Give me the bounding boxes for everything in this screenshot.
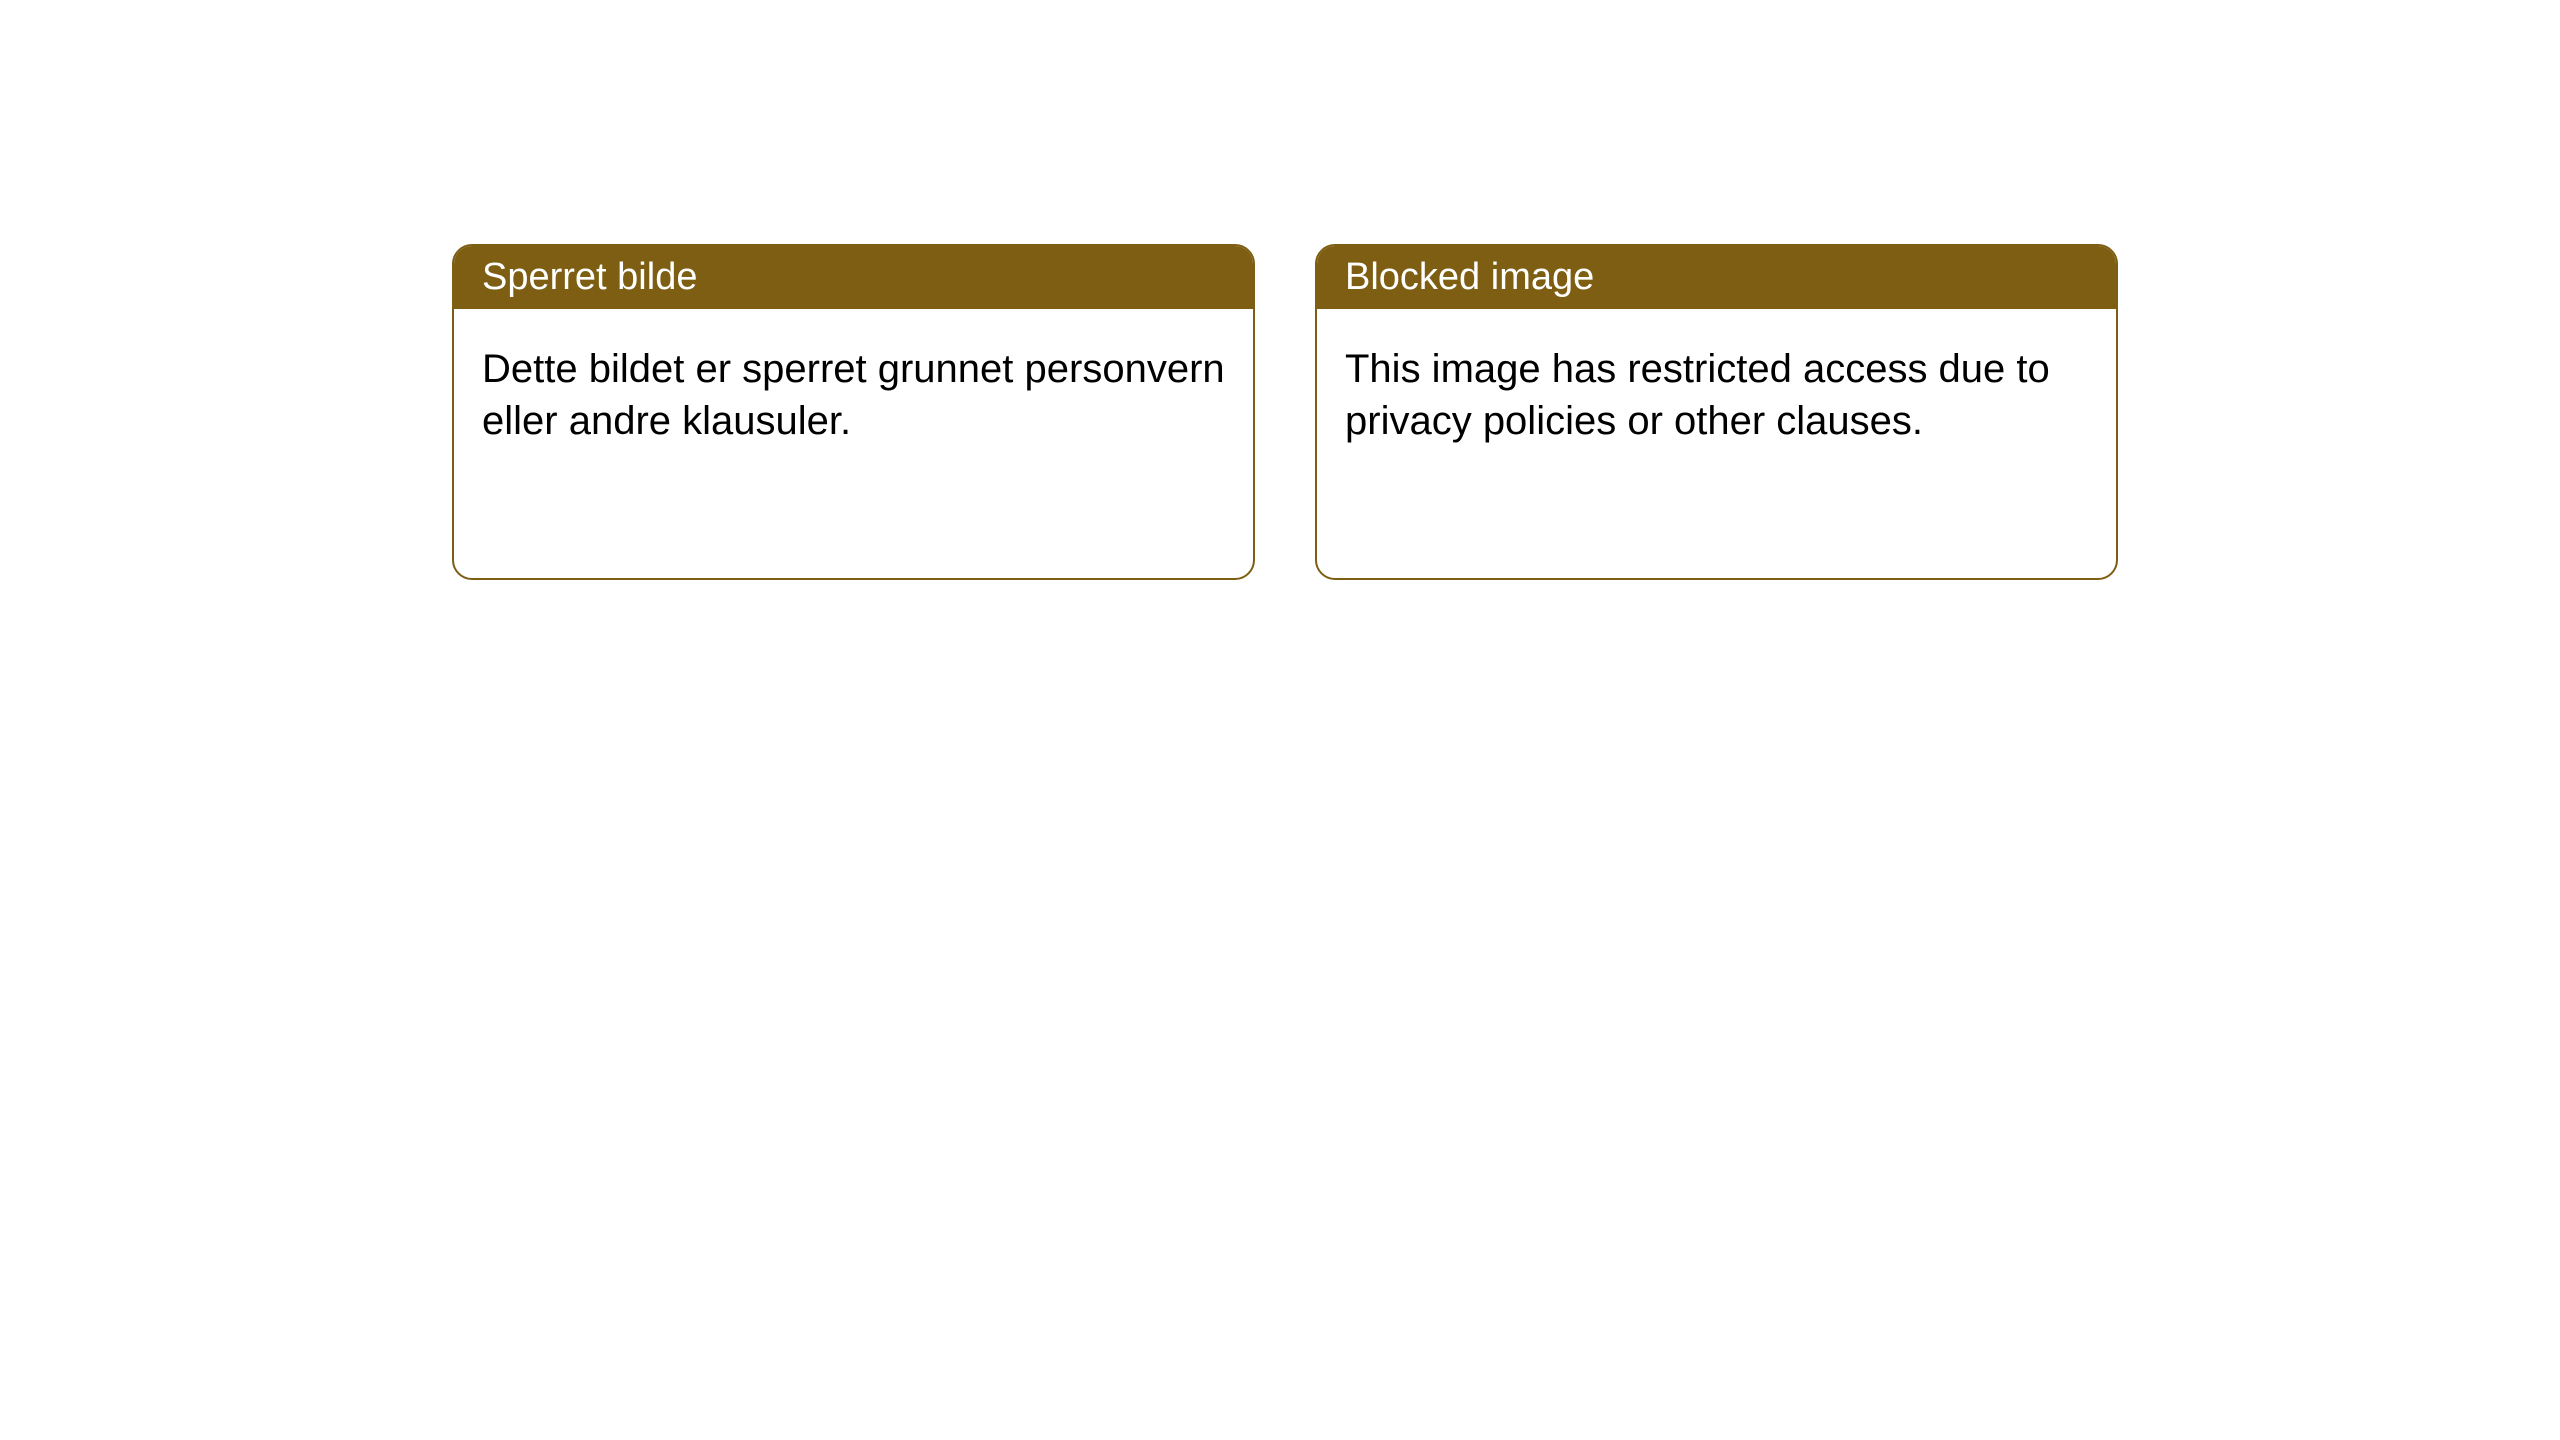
panel-body-english: This image has restricted access due to … xyxy=(1317,309,2116,481)
panel-header-norwegian: Sperret bilde xyxy=(454,246,1253,309)
panel-title-norwegian: Sperret bilde xyxy=(482,256,697,298)
panel-message-english: This image has restricted access due to … xyxy=(1345,347,2050,443)
panel-title-english: Blocked image xyxy=(1345,256,1594,298)
notice-container: Sperret bilde Dette bildet er sperret gr… xyxy=(0,0,2560,580)
panel-norwegian: Sperret bilde Dette bildet er sperret gr… xyxy=(452,244,1255,580)
panel-header-english: Blocked image xyxy=(1317,246,2116,309)
panel-message-norwegian: Dette bildet er sperret grunnet personve… xyxy=(482,347,1225,443)
panel-english: Blocked image This image has restricted … xyxy=(1315,244,2118,580)
panel-body-norwegian: Dette bildet er sperret grunnet personve… xyxy=(454,309,1253,481)
